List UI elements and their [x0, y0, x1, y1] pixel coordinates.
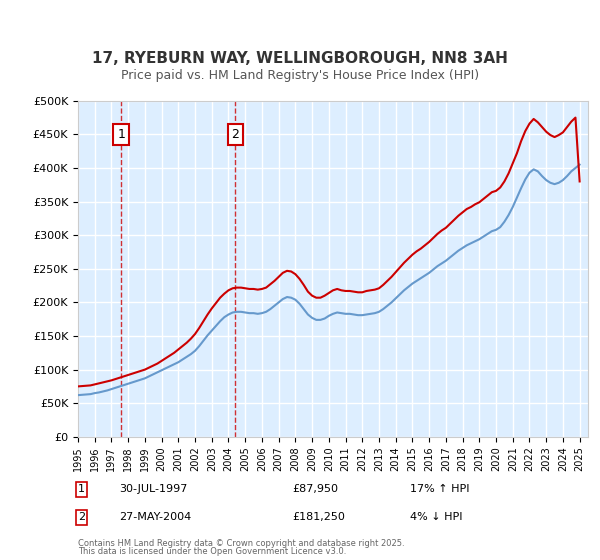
Text: £87,950: £87,950 [292, 484, 338, 494]
Text: 30-JUL-1997: 30-JUL-1997 [119, 484, 187, 494]
Text: Contains HM Land Registry data © Crown copyright and database right 2025.: Contains HM Land Registry data © Crown c… [78, 539, 404, 548]
Text: 2: 2 [232, 128, 239, 141]
Text: 17% ↑ HPI: 17% ↑ HPI [409, 484, 469, 494]
Text: 4% ↓ HPI: 4% ↓ HPI [409, 512, 462, 522]
Text: 1: 1 [78, 484, 85, 494]
Text: 2: 2 [78, 512, 85, 522]
Text: 1: 1 [117, 128, 125, 141]
Text: This data is licensed under the Open Government Licence v3.0.: This data is licensed under the Open Gov… [78, 548, 346, 557]
Text: 17, RYEBURN WAY, WELLINGBOROUGH, NN8 3AH: 17, RYEBURN WAY, WELLINGBOROUGH, NN8 3AH [92, 52, 508, 66]
Text: £181,250: £181,250 [292, 512, 345, 522]
Text: 27-MAY-2004: 27-MAY-2004 [119, 512, 191, 522]
Text: Price paid vs. HM Land Registry's House Price Index (HPI): Price paid vs. HM Land Registry's House … [121, 69, 479, 82]
